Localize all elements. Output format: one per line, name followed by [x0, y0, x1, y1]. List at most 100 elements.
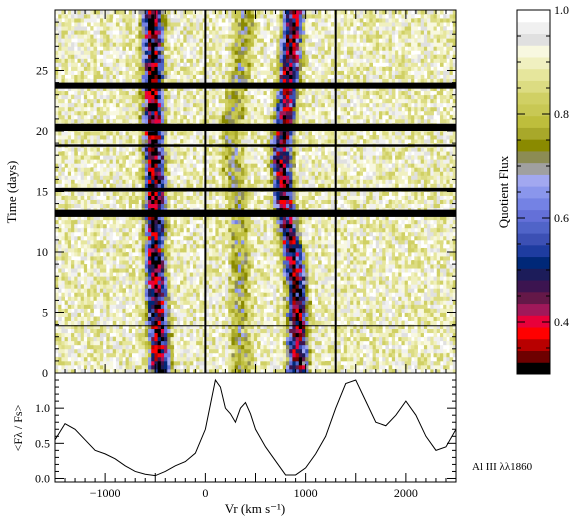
- spectrum-cell: [115, 344, 120, 350]
- spectrum-cell: [366, 280, 370, 285]
- spectrum-cell: [215, 199, 220, 204]
- spectrum-cell: [196, 312, 200, 317]
- spectrum-cell: [80, 352, 85, 358]
- spectrum-cell: [122, 276, 126, 281]
- spectrum-cell: [327, 340, 332, 346]
- spectrum-cell: [414, 352, 418, 358]
- spectrum-cell: [234, 356, 239, 362]
- spectrum-cell: [67, 223, 72, 229]
- spectrum-cell: [106, 272, 110, 277]
- spectrum-cell: [324, 243, 329, 249]
- spectrum-cell: [285, 368, 290, 373]
- spectrum-cell: [375, 304, 380, 309]
- spectrum-cell: [215, 324, 220, 330]
- spectrum-cell: [67, 308, 72, 313]
- spectrum-cell: [391, 256, 396, 261]
- spectrum-cell: [279, 280, 284, 285]
- spectrum-cell: [375, 272, 380, 277]
- spectrum-cell: [189, 199, 194, 204]
- spectrum-cell: [324, 199, 329, 204]
- spectrum-cell: [436, 231, 441, 237]
- spectrum-cell: [205, 364, 210, 370]
- spectrum-cell: [96, 292, 101, 297]
- spectrum-cell: [388, 364, 393, 370]
- spectrum-cell: [407, 243, 412, 249]
- spectrum-cell: [279, 340, 284, 346]
- spectrum-cell: [276, 312, 280, 317]
- spectrum-cell: [241, 368, 245, 373]
- spectrum-cell: [170, 199, 175, 204]
- spectrum-cell: [170, 203, 175, 209]
- spectrum-cell: [58, 288, 62, 293]
- spectrum-cell: [138, 300, 143, 305]
- spectrum-cell: [154, 316, 159, 321]
- spectrum-cell: [122, 368, 126, 373]
- spectrum-cell: [80, 227, 85, 233]
- spectrum-cell: [103, 235, 107, 241]
- spectrum-cell: [359, 304, 364, 309]
- spectrum-cell: [279, 292, 284, 297]
- spectrum-cell: [346, 272, 351, 277]
- spectrum-cell: [362, 344, 367, 350]
- spectrum-cell: [321, 308, 325, 313]
- spectrum-cell: [141, 368, 146, 373]
- spectrum-cell: [414, 268, 418, 273]
- spectrum-cell: [391, 292, 396, 297]
- spectrum-cell: [343, 348, 348, 354]
- spectrum-cell: [122, 344, 126, 350]
- spectrum-cell: [362, 203, 367, 209]
- spectrum-cell: [263, 332, 268, 338]
- spectrum-cell: [346, 332, 351, 338]
- spectrum-cell: [401, 203, 406, 209]
- spectrum-cell: [67, 316, 72, 321]
- spectrum-cell: [250, 352, 255, 358]
- spectrum-cell: [279, 203, 284, 209]
- spectrum-cell: [263, 304, 268, 309]
- spectrum-cell: [395, 364, 399, 370]
- spectrum-cell: [109, 292, 114, 297]
- spectrum-cell: [183, 320, 187, 325]
- spectrum-cell: [439, 324, 444, 330]
- spectrum-cell: [398, 304, 402, 309]
- spectrum-cell: [398, 296, 402, 301]
- spectrum-cell: [401, 340, 406, 346]
- spectrum-cell: [119, 352, 123, 358]
- spectrum-cell: [308, 256, 313, 261]
- spectrum-cell: [55, 364, 59, 370]
- spectrum-cell: [199, 308, 203, 313]
- spectrum-cell: [99, 316, 104, 321]
- spectrum-cell: [423, 316, 428, 321]
- spectrum-cell: [420, 280, 425, 285]
- spectrum-cell: [346, 280, 351, 285]
- spectrum-cell: [433, 320, 438, 325]
- spectrum-cell: [115, 231, 120, 237]
- spectrum-cell: [414, 304, 418, 309]
- spectrum-cell: [186, 296, 191, 301]
- spectrum-cell: [135, 332, 139, 338]
- spectrum-cell: [173, 340, 178, 346]
- spectrum-cell: [154, 312, 159, 317]
- spectrum-cell: [407, 288, 412, 293]
- spectrum-cell: [369, 272, 373, 277]
- spectrum-cell: [189, 280, 194, 285]
- spectrum-cell: [64, 300, 69, 305]
- spectrum-cell: [269, 336, 274, 342]
- spectrum-cell: [90, 304, 94, 309]
- spectrum-cell: [83, 227, 88, 233]
- spectrum-cell: [439, 247, 444, 253]
- spectrum-cell: [71, 292, 75, 297]
- spectrum-cell: [433, 332, 438, 338]
- spectrum-cell: [282, 239, 287, 245]
- spectrum-cell: [96, 219, 101, 225]
- spectrum-cell: [61, 364, 66, 370]
- spectrum-cell: [346, 320, 351, 325]
- spectrum-cell: [436, 227, 441, 233]
- spectrum-cell: [273, 340, 277, 346]
- spectrum-cell: [106, 235, 110, 241]
- spectrum-cell: [292, 219, 296, 225]
- spectrum-cell: [109, 239, 114, 245]
- spectrum-cell: [231, 336, 236, 342]
- spectrum-cell: [212, 276, 216, 281]
- spectrum-cell: [366, 215, 370, 221]
- spectrum-cell: [298, 268, 303, 273]
